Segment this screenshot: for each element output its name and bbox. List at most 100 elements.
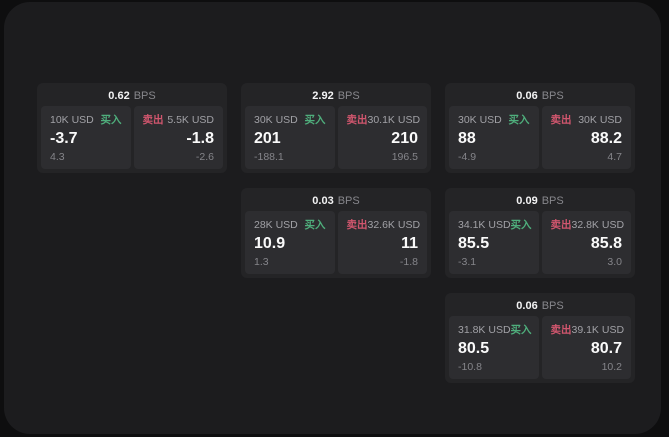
sell-quote-panel[interactable]: 卖出 32.6K USD 11 -1.8: [337, 211, 427, 274]
card-header: 0.62 BPS: [41, 87, 223, 106]
bps-unit: BPS: [337, 90, 360, 102]
sell-amount-label: 30.1K USD: [367, 114, 421, 126]
buy-sub-value: 4.3: [50, 151, 65, 163]
buy-price-value: 85.5: [458, 234, 490, 252]
quote-panels: 30K USD 买入 201 -188.1 卖出 30.1K USD 210 1…: [245, 106, 427, 169]
sell-price-value: -1.8: [186, 129, 214, 147]
bps-value: 2.92: [312, 90, 334, 102]
sell-side-label: 卖出: [346, 114, 368, 126]
buy-quote-panel[interactable]: 30K USD 买入 201 -188.1: [245, 106, 335, 169]
sell-side-label: 卖出: [550, 219, 572, 231]
buy-sub-value: -188.1: [254, 151, 284, 163]
sell-side-label: 卖出: [550, 324, 572, 336]
card-header: 0.09 BPS: [449, 192, 631, 211]
buy-price-value: -3.7: [50, 129, 78, 147]
sell-side-label: 卖出: [550, 114, 572, 126]
sell-price-value: 88.2: [590, 129, 622, 147]
buy-amount-label: 30K USD: [458, 114, 502, 126]
bps-unit: BPS: [541, 195, 564, 207]
buy-price-value: 88: [458, 129, 476, 147]
sell-sub-value: -2.6: [195, 151, 214, 163]
card-header: 0.06 BPS: [449, 297, 631, 316]
app-window: 0.62 BPS 10K USD 买入 -3.7 4.3 卖出 5.5K USD …: [4, 2, 661, 434]
buy-quote-panel[interactable]: 30K USD 买入 88 -4.9: [449, 106, 539, 169]
bps-unit: BPS: [133, 90, 156, 102]
buy-quote-panel[interactable]: 10K USD 买入 -3.7 4.3: [41, 106, 131, 169]
quote-panels: 28K USD 买入 10.9 1.3 卖出 32.6K USD 11 -1.8: [245, 211, 427, 274]
sell-side-label: 卖出: [346, 219, 368, 231]
quote-panels: 30K USD 买入 88 -4.9 卖出 30K USD 88.2 4.7: [449, 106, 631, 169]
quote-card: 0.62 BPS 10K USD 买入 -3.7 4.3 卖出 5.5K USD …: [37, 83, 227, 173]
buy-quote-panel[interactable]: 34.1K USD 买入 85.5 -3.1: [449, 211, 539, 274]
buy-price-value: 10.9: [254, 234, 286, 252]
bps-value: 0.62: [108, 90, 130, 102]
buy-side-label: 买入: [304, 219, 326, 231]
buy-price-value: 80.5: [458, 339, 490, 357]
buy-panel-header: 10K USD 买入: [50, 114, 122, 126]
sell-price-value: 85.8: [590, 234, 622, 252]
buy-quote-panel[interactable]: 28K USD 买入 10.9 1.3: [245, 211, 335, 274]
bps-unit: BPS: [541, 300, 564, 312]
bps-value: 0.06: [516, 300, 538, 312]
buy-sub-value: -3.1: [458, 256, 477, 268]
quote-panels: 31.8K USD 买入 80.5 -10.8 卖出 39.1K USD 80.…: [449, 316, 631, 379]
quote-card: 0.06 BPS 30K USD 买入 88 -4.9 卖出 30K USD 88…: [445, 83, 635, 173]
buy-amount-label: 31.8K USD: [458, 324, 511, 336]
sell-sub-value: 196.5: [391, 151, 418, 163]
sell-quote-panel[interactable]: 卖出 39.1K USD 80.7 10.2: [541, 316, 631, 379]
buy-side-label: 买入: [510, 219, 532, 231]
buy-amount-label: 28K USD: [254, 219, 298, 231]
buy-amount-label: 30K USD: [254, 114, 298, 126]
buy-panel-header: 34.1K USD 买入: [458, 219, 532, 231]
sell-amount-label: 30K USD: [578, 114, 622, 126]
sell-price-value: 80.7: [590, 339, 622, 357]
bps-unit: BPS: [337, 195, 360, 207]
sell-quote-panel[interactable]: 卖出 5.5K USD -1.8 -2.6: [133, 106, 223, 169]
sell-sub-value: 3.0: [607, 256, 622, 268]
sell-panel-header: 卖出 32.6K USD: [346, 219, 421, 231]
quote-card-grid: 0.62 BPS 10K USD 买入 -3.7 4.3 卖出 5.5K USD …: [37, 83, 635, 383]
quote-card: 0.09 BPS 34.1K USD 买入 85.5 -3.1 卖出 32.8K …: [445, 188, 635, 278]
sell-price-value: 11: [401, 234, 418, 252]
sell-quote-panel[interactable]: 卖出 30.1K USD 210 196.5: [337, 106, 427, 169]
sell-panel-header: 卖出 30K USD: [551, 114, 623, 126]
sell-quote-panel[interactable]: 卖出 30K USD 88.2 4.7: [541, 106, 631, 169]
sell-side-label: 卖出: [142, 114, 164, 126]
sell-sub-value: -1.8: [399, 256, 418, 268]
sell-amount-label: 32.8K USD: [571, 219, 625, 231]
bps-unit: BPS: [541, 90, 564, 102]
sell-price-value: 210: [391, 129, 418, 147]
buy-sub-value: -4.9: [458, 151, 477, 163]
buy-amount-label: 34.1K USD: [458, 219, 511, 231]
sell-panel-header: 卖出 39.1K USD: [550, 324, 625, 336]
sell-panel-header: 卖出 30.1K USD: [346, 114, 421, 126]
buy-quote-panel[interactable]: 31.8K USD 买入 80.5 -10.8: [449, 316, 539, 379]
buy-side-label: 买入: [100, 114, 122, 126]
buy-panel-header: 28K USD 买入: [254, 219, 326, 231]
sell-sub-value: 4.7: [607, 151, 622, 163]
sell-amount-label: 39.1K USD: [571, 324, 625, 336]
buy-side-label: 买入: [510, 324, 532, 336]
sell-panel-header: 卖出 32.8K USD: [550, 219, 625, 231]
sell-amount-label: 5.5K USD: [167, 114, 214, 126]
quote-card: 0.06 BPS 31.8K USD 买入 80.5 -10.8 卖出 39.1K…: [445, 293, 635, 383]
sell-panel-header: 卖出 5.5K USD: [143, 114, 215, 126]
bps-value: 0.03: [312, 195, 334, 207]
sell-amount-label: 32.6K USD: [367, 219, 421, 231]
buy-sub-value: 1.3: [254, 256, 269, 268]
buy-amount-label: 10K USD: [50, 114, 94, 126]
buy-panel-header: 30K USD 买入: [458, 114, 530, 126]
bps-value: 0.06: [516, 90, 538, 102]
buy-panel-header: 30K USD 买入: [254, 114, 326, 126]
quote-card: 0.03 BPS 28K USD 买入 10.9 1.3 卖出 32.6K USD…: [241, 188, 431, 278]
card-header: 0.03 BPS: [245, 192, 427, 211]
sell-sub-value: 10.2: [601, 361, 622, 373]
buy-sub-value: -10.8: [458, 361, 482, 373]
buy-panel-header: 31.8K USD 买入: [458, 324, 532, 336]
sell-quote-panel[interactable]: 卖出 32.8K USD 85.8 3.0: [541, 211, 631, 274]
quote-panels: 34.1K USD 买入 85.5 -3.1 卖出 32.8K USD 85.8…: [449, 211, 631, 274]
quote-panels: 10K USD 买入 -3.7 4.3 卖出 5.5K USD -1.8 -2.…: [41, 106, 223, 169]
buy-price-value: 201: [254, 129, 281, 147]
buy-side-label: 买入: [304, 114, 326, 126]
bps-value: 0.09: [516, 195, 538, 207]
